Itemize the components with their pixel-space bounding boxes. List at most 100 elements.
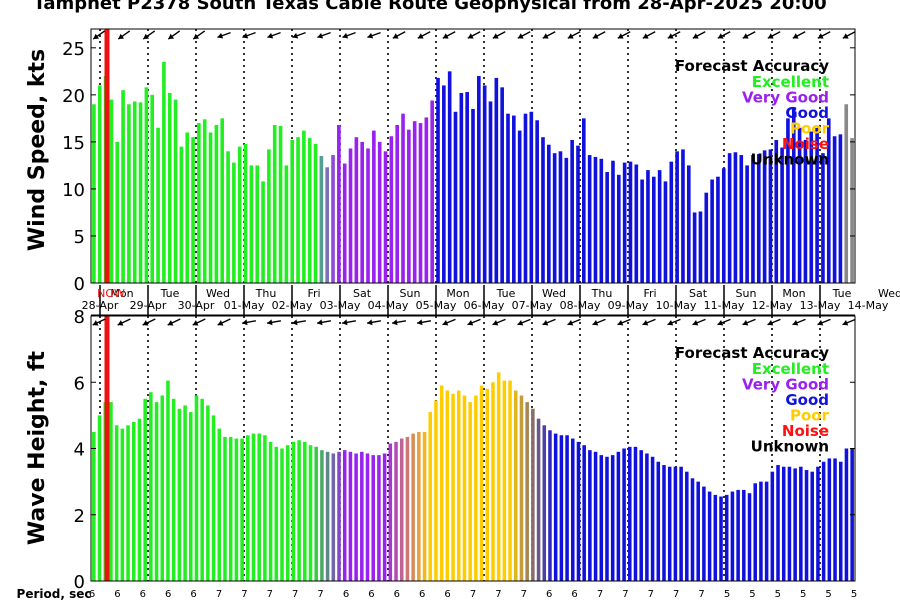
wind-bar (494, 77, 499, 283)
period-row: Period, sec 6 6 6 6 6 7 7 7 7 7 6 6 6 6 6 7 7 7 6 6 7 7 7 7 7 5 5 5… (17, 587, 858, 600)
wave-bar (342, 450, 347, 581)
wave-bar (297, 440, 301, 581)
wind-bar (570, 140, 574, 283)
wave-bar (109, 402, 113, 582)
wind-bar (173, 99, 178, 283)
wave-bar (388, 443, 393, 581)
date-label: 14-May (848, 299, 889, 312)
wind-bar (459, 92, 464, 283)
wind-bar (500, 87, 504, 283)
date-label: 29-Apr (130, 299, 167, 312)
wave-bar (673, 466, 678, 581)
direction-arrow (842, 318, 856, 326)
wave-bar (320, 450, 324, 581)
day-name-label: Mon (782, 287, 805, 300)
wind-bar (523, 113, 528, 283)
wind-bar (710, 179, 714, 283)
wave-bar (576, 441, 581, 582)
direction-arrow (267, 31, 281, 39)
direction-arrow (217, 31, 231, 39)
wind-bar (121, 90, 125, 284)
wave-bar (348, 451, 353, 581)
direction-arrow (567, 31, 581, 39)
direction-arrow (117, 30, 131, 40)
date-label: 03-May (320, 299, 361, 312)
legend-title: Forecast Accuracy (675, 57, 829, 75)
direction-arrow (492, 31, 506, 39)
wind-bar (850, 138, 854, 283)
period-tick-label: 7 (241, 589, 247, 600)
period-tick-label: 7 (317, 589, 323, 600)
direction-arrow (567, 318, 581, 326)
period-tick-label: 5 (724, 589, 730, 600)
wind-bar (646, 170, 650, 283)
y-tick-label: 0 (74, 572, 85, 593)
direction-arrow (792, 318, 806, 326)
y-tick-label: 4 (74, 440, 85, 461)
wind-bar (249, 165, 254, 283)
direction-arrow (117, 318, 131, 326)
wind-bar (202, 119, 207, 283)
wind-bar (424, 117, 429, 284)
direction-arrow (667, 31, 681, 39)
wave-bar (246, 435, 250, 581)
direction-arrow (517, 31, 531, 39)
day-name-label: Sun (400, 287, 421, 300)
wind-bar (313, 143, 318, 283)
wind-bar (144, 87, 149, 283)
direction-arrow (767, 31, 781, 39)
wind-bar (407, 129, 411, 283)
period-tick-label: 7 (597, 589, 603, 600)
wave-bar (285, 445, 290, 581)
wave-height-panel: 0 2 4 6 8 Wave Height, ft Forecast AccuracyExc… (25, 307, 856, 593)
wind-bar (488, 101, 493, 283)
wave-bar (337, 451, 341, 581)
wave-bar (650, 456, 655, 581)
wave-bar (422, 431, 427, 581)
period-tick-label: 5 (749, 589, 755, 600)
wave-bar (713, 494, 718, 582)
wave-bar (542, 425, 547, 581)
period-tick-label: 7 (622, 589, 628, 600)
wave-bar (206, 405, 210, 581)
y-tick-label: 5 (74, 227, 85, 248)
wind-bar (756, 154, 761, 283)
day-name-label: Mon (110, 287, 133, 300)
wave-bar (325, 451, 330, 581)
wave-bar (702, 486, 706, 581)
wind-bar (261, 181, 265, 283)
wave-bar (696, 481, 700, 582)
wave-bar (303, 441, 307, 582)
wind-speed-panel: 0 5 10 15 20 25 Wind Speed, kts Forecast Accura… (25, 28, 900, 316)
wave-bar (382, 453, 387, 581)
wave-bar (456, 390, 461, 581)
wave-bar (730, 491, 735, 581)
wind-bar (482, 85, 487, 283)
wave-bar (200, 398, 204, 581)
wind-bar (721, 168, 726, 283)
wave-bar (371, 455, 375, 582)
wave-bar (251, 433, 256, 581)
wind-bar (838, 134, 843, 283)
wind-bar (389, 136, 394, 283)
wind-bar (220, 118, 225, 284)
period-tick-label: 6 (444, 589, 450, 600)
wind-bar (698, 211, 703, 283)
wave-bar (776, 465, 780, 581)
wind-bar (342, 163, 347, 283)
direction-arrow (241, 319, 257, 326)
now-line (104, 29, 110, 283)
direction-arrow (842, 31, 856, 39)
wind-bar (418, 123, 423, 283)
wave-bar (571, 438, 575, 581)
wave-bar (724, 494, 729, 582)
legend-title: Forecast Accuracy (675, 344, 829, 362)
wave-bar (428, 412, 432, 581)
wave-bar (274, 446, 279, 581)
wave-bar (365, 453, 370, 581)
wave-bar (508, 380, 512, 581)
wind-bar (826, 118, 831, 284)
wave-bar (799, 466, 803, 581)
day-name-label: Tue (832, 287, 852, 300)
wind-bar (325, 167, 330, 283)
